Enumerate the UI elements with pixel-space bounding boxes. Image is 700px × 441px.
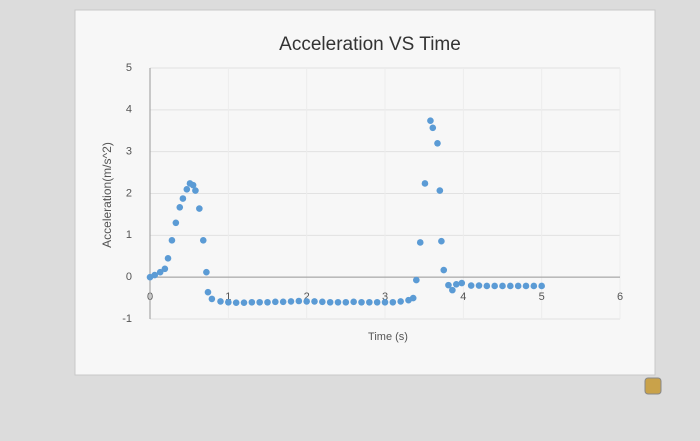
point (440, 266, 448, 274)
chart-area (74, 9, 656, 376)
point (429, 124, 437, 132)
x-tick-label: 3 (382, 291, 388, 303)
x-tick-label: 4 (460, 291, 466, 303)
point (217, 298, 224, 305)
point (196, 205, 203, 212)
point (279, 298, 287, 306)
point (168, 237, 176, 244)
point (189, 181, 197, 189)
point (287, 298, 295, 305)
point (413, 276, 420, 284)
point (295, 297, 303, 305)
x-tick-label: 2 (304, 291, 310, 303)
point (256, 298, 263, 306)
point (416, 239, 424, 246)
point (208, 295, 216, 303)
point (381, 298, 389, 306)
point (225, 298, 232, 306)
y-tick-label: 0 (126, 271, 132, 283)
point (272, 298, 279, 306)
point (350, 298, 357, 306)
y-tick-label: 2 (126, 187, 132, 199)
point (232, 299, 240, 306)
point (183, 186, 191, 193)
point (176, 204, 184, 211)
point (151, 271, 158, 279)
x-tick-label: 1 (225, 291, 231, 303)
point (156, 268, 164, 276)
point (452, 280, 460, 288)
point (319, 298, 326, 306)
point (449, 286, 456, 294)
point (436, 187, 444, 194)
point (427, 117, 434, 125)
y-tick-label: -1 (122, 313, 132, 325)
point (204, 288, 212, 296)
point (491, 282, 498, 290)
x-tick-label: 5 (539, 291, 545, 303)
point (192, 187, 199, 194)
y-tick-label: 4 (126, 104, 132, 116)
point (409, 294, 417, 302)
point (538, 282, 545, 290)
y-tick-label: 5 (126, 62, 132, 74)
point (438, 237, 445, 245)
y-axis-label: Acceleration(m/s^2) (100, 142, 114, 248)
point (475, 282, 483, 289)
y-tick-label: 1 (126, 229, 132, 241)
point (530, 282, 538, 290)
x-tick-label: 6 (617, 291, 623, 303)
x-axis-label: Time (s) (368, 331, 408, 343)
point (326, 298, 334, 306)
point (179, 195, 187, 202)
point (240, 299, 248, 306)
point (342, 298, 350, 306)
point (199, 237, 207, 244)
chart-title: Acceleration VS Time (279, 34, 461, 55)
point (507, 282, 514, 290)
y-tick-label: 3 (126, 146, 132, 158)
point (311, 298, 318, 305)
point (203, 268, 210, 276)
point (161, 265, 169, 273)
point (499, 282, 506, 290)
point (248, 298, 256, 306)
point (264, 298, 271, 306)
point (434, 140, 441, 147)
point (397, 298, 404, 305)
point (172, 219, 180, 227)
point (522, 282, 530, 290)
point (421, 180, 429, 187)
point (445, 281, 452, 289)
point (164, 255, 172, 262)
point (373, 298, 381, 306)
point (467, 282, 475, 289)
point (303, 298, 310, 305)
point (358, 298, 365, 306)
point (389, 298, 397, 306)
point (483, 282, 491, 290)
point (366, 298, 373, 306)
point (458, 279, 466, 287)
point (334, 298, 342, 306)
paste-icon (644, 377, 662, 395)
point (514, 282, 522, 290)
